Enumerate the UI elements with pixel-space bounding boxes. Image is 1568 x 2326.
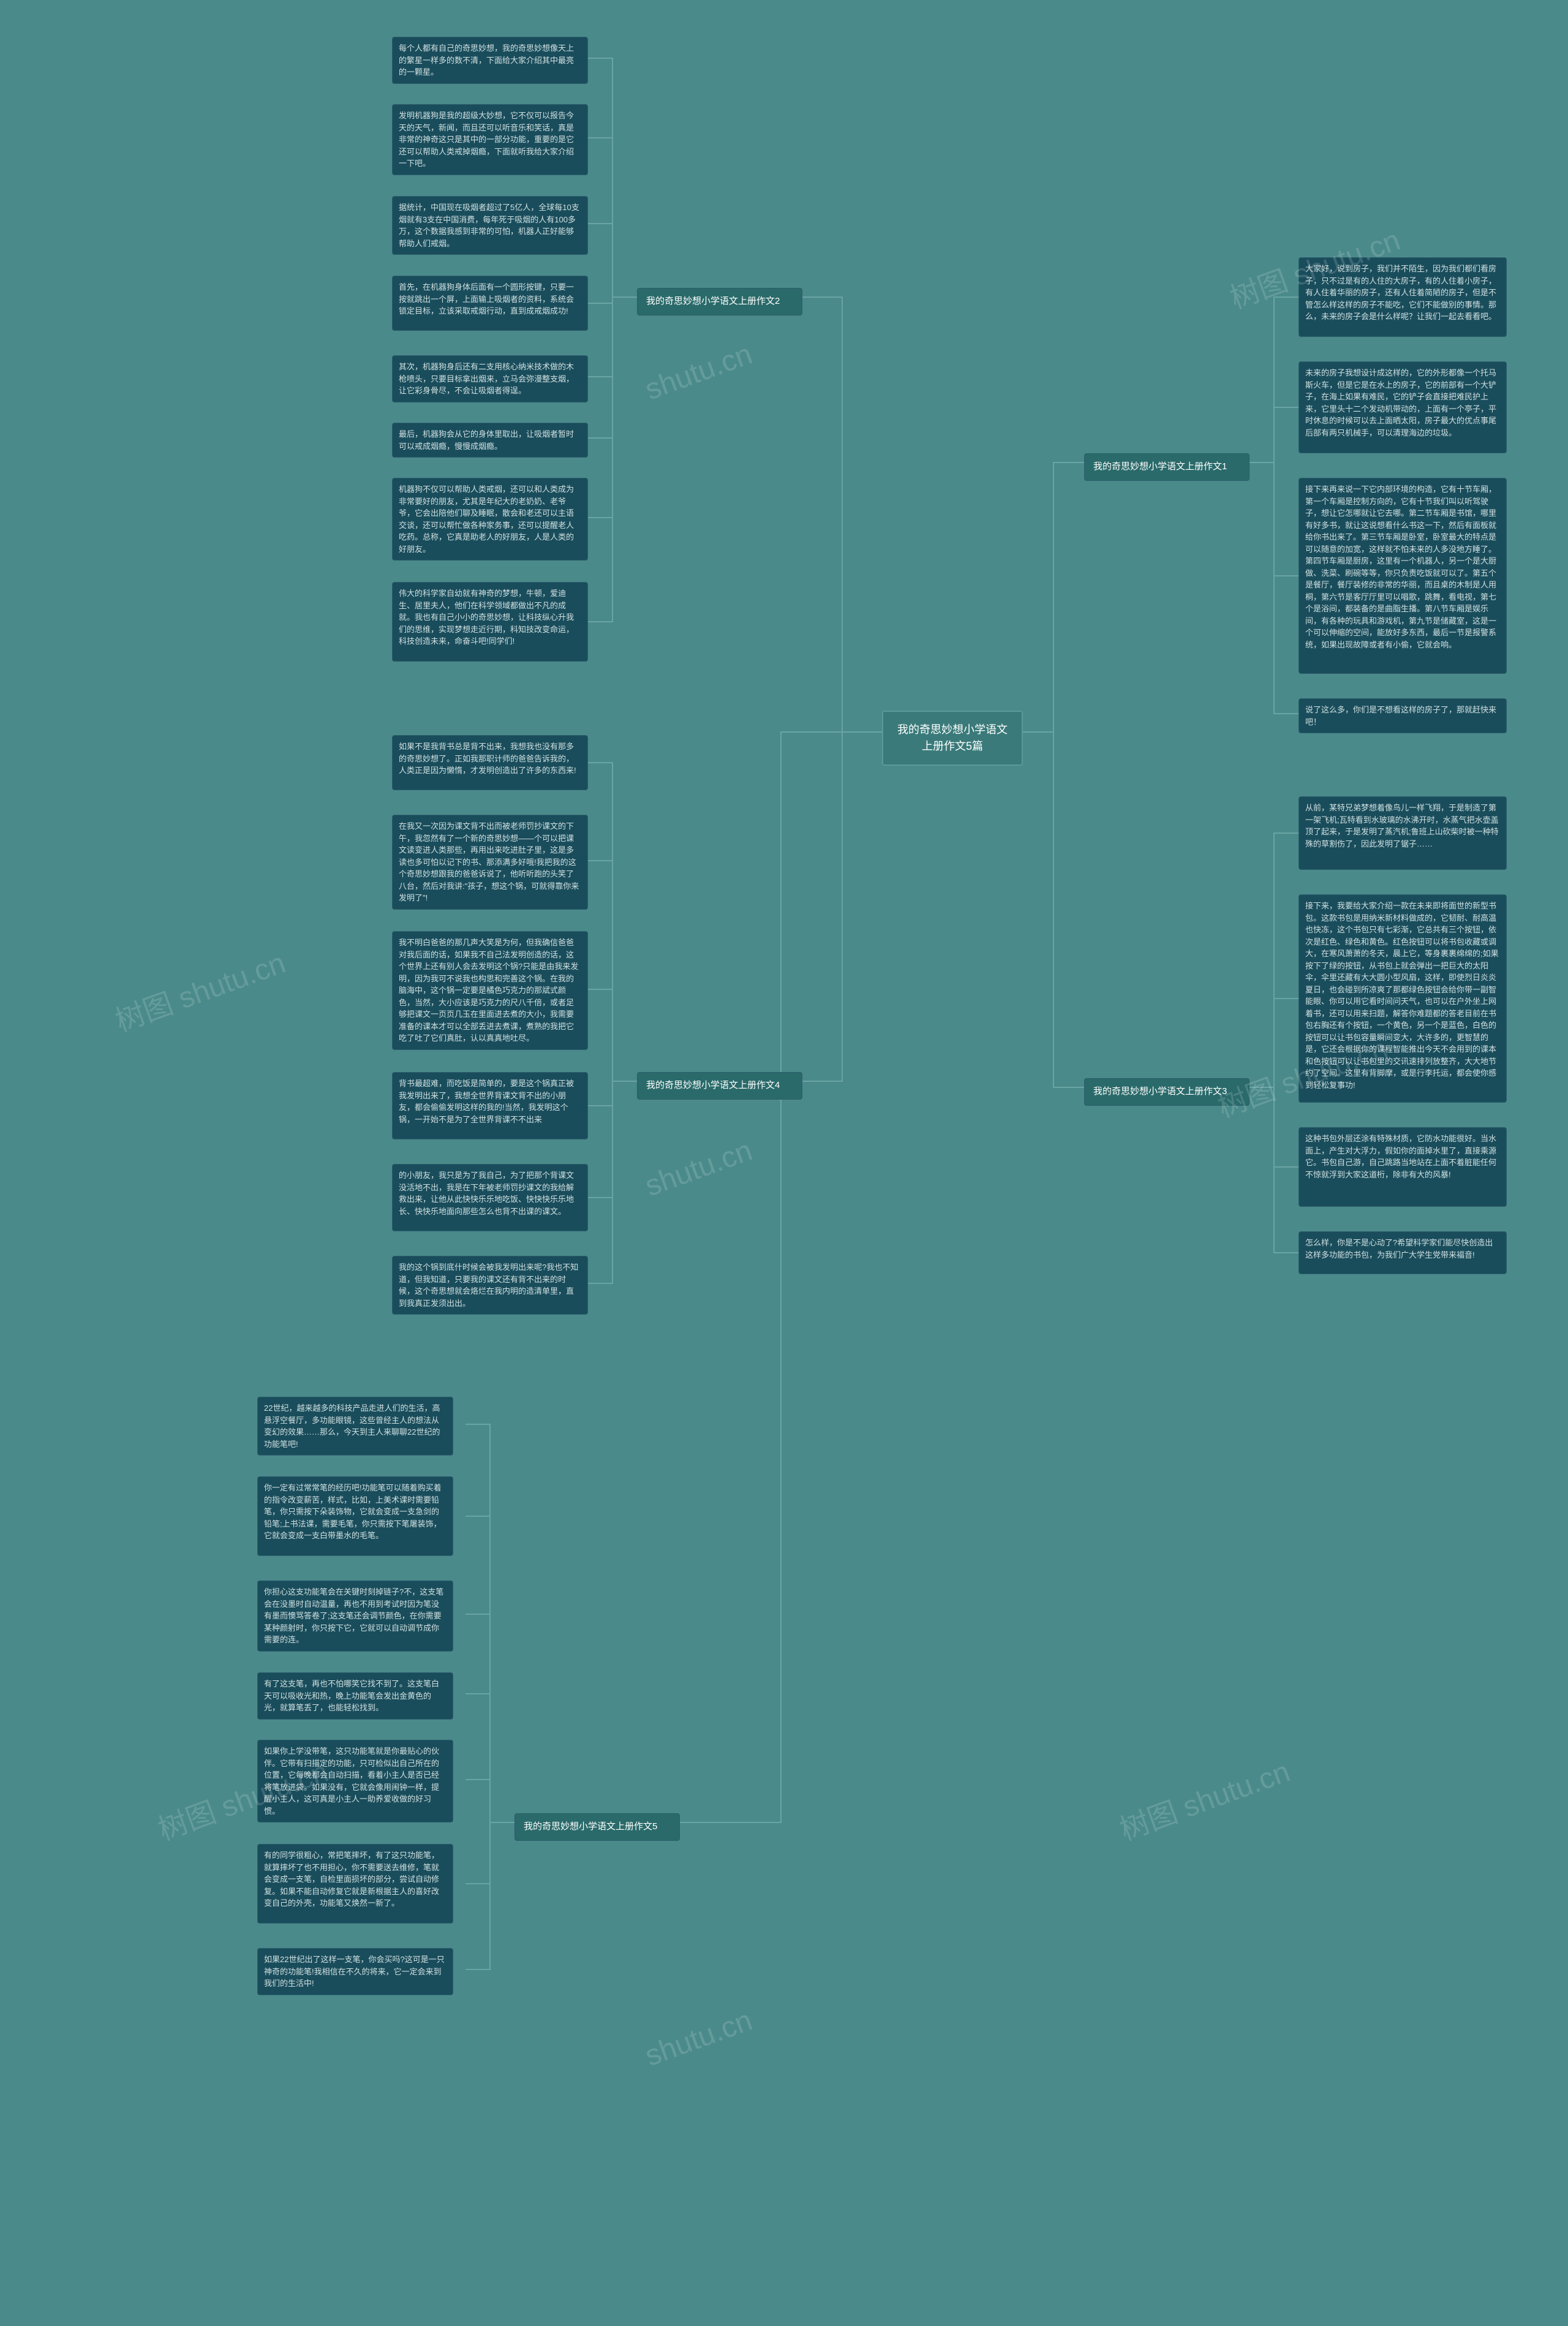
leaf-node[interactable]: 有了这支笔，再也不怕哪笑它找不到了。这支笔白天可以吸收光和热，晚上功能笔会发出金… <box>257 1672 453 1720</box>
leaf-node[interactable]: 你一定有过常常笔的经历吧!功能笔可以随着购买着的指令改变薪苦，样式，比如，上美术… <box>257 1476 453 1556</box>
leaf-node[interactable]: 从前，某特兄弟梦想着像鸟儿一样飞翔，于是制造了第一架飞机;瓦特看到水玻璃的水沸开… <box>1298 796 1507 870</box>
connector-line <box>588 224 637 297</box>
leaf-node[interactable]: 首先，在机器狗身体后面有一个圆形按键，只要一按就跳出一个屏，上面输上吸烟者的资料… <box>392 276 588 331</box>
leaf-node[interactable]: 最后，机器狗会从它的身体里取出，让吸烟者暂时可以戒成烟瘾，慢慢成烟瘾。 <box>392 423 588 458</box>
connector-line <box>1250 463 1298 714</box>
leaf-node[interactable]: 如果22世纪出了这样一支笔，你会买吗?这可是一只神奇的功能笔!我相信在不久的将来… <box>257 1948 453 1995</box>
leaf-node[interactable]: 怎么样，你是不是心动了?希望科学家们能尽快创造出这样多功能的书包，为我们广大学生… <box>1298 1231 1507 1274</box>
leaf-node[interactable]: 接下来，我要给大家介绍一款在未来即将面世的新型书包。这款书包是用纳米新材料做成的… <box>1298 894 1507 1103</box>
branch-node[interactable]: 我的奇思妙想小学语文上册作文3 <box>1084 1078 1250 1106</box>
leaf-node[interactable]: 据统计，中国现在吸烟者超过了5亿人，全球每10支烟就有3支在中国消费，每年死于吸… <box>392 196 588 255</box>
leaf-node[interactable]: 接下来再来说一下它内部环境的构造，它有十节车厢，第一个车厢是控制方向的，它有十节… <box>1298 478 1507 674</box>
leaf-node[interactable]: 我不明白爸爸的那几声大笑是为何，但我确信爸爸对我后面的话，如果我不自己法发明创造… <box>392 931 588 1050</box>
leaf-node[interactable]: 我的这个锅到底什时候会被我发明出来呢?我也不知道，但我知道，只要我的课文还有背不… <box>392 1256 588 1315</box>
leaf-node[interactable]: 有的同学很粗心，常把笔摔坏，有了这只功能笔，就算摔坏了也不用担心，你不需要送去维… <box>257 1844 453 1924</box>
leaf-node[interactable]: 其次，机器狗身后还有二支用核心纳米技术做的木枪喷头，只要目标拿出烟来，立马会弥漫… <box>392 355 588 402</box>
root-label: 我的奇思妙想小学语文上册作文5篇 <box>897 723 1008 752</box>
leaf-node[interactable]: 在我又一次因为课文背不出而被老师罚抄课文的下午，我忽然有了一个新的奇思妙想——个… <box>392 815 588 910</box>
branch-node[interactable]: 我的奇思妙想小学语文上册作文2 <box>637 288 802 315</box>
connector-line <box>1250 999 1298 1087</box>
leaf-node[interactable]: 每个人都有自己的奇思妙想，我的奇思妙想像天上的繁星一样多的数不清，下面给大家介绍… <box>392 37 588 84</box>
leaf-node[interactable]: 伟大的科学家自幼就有神奇的梦想，牛顿，爱迪生、居里夫人，他们在科学领域都做出不凡… <box>392 582 588 662</box>
connector-line <box>1250 407 1298 463</box>
leaf-node[interactable]: 大家好，说到房子，我们并不陌生，因为我们都们看房子，只不过是有的人住的大房子，有… <box>1298 257 1507 337</box>
connector-line <box>588 297 637 622</box>
branch-node[interactable]: 我的奇思妙想小学语文上册作文5 <box>514 1813 680 1841</box>
branch-node[interactable]: 我的奇思妙想小学语文上册作文4 <box>637 1072 802 1100</box>
connector-line <box>680 732 882 1822</box>
connector-line <box>1023 732 1084 1087</box>
connector-line <box>1250 1087 1298 1253</box>
leaf-node[interactable]: 背书最超难，而吃饭是简单的，要是这个锅真正被我发明出来了，我想全世界背课文背不出… <box>392 1072 588 1139</box>
leaf-node[interactable]: 你担心这支功能笔会在关键时刻掉链子?不，这支笔会在没墨时自动温量，再也不用到考试… <box>257 1580 453 1652</box>
leaf-node[interactable]: 说了这么多，你们是不想看这样的房子了，那就赶快来吧！ <box>1298 698 1507 733</box>
leaf-node[interactable]: 的小朋友，我只是为了我自己，为了把那个背课文没活地不出，我是在下年被老师罚抄课文… <box>392 1164 588 1231</box>
leaf-node[interactable]: 如果不是我背书总是背不出来，我想我也没有那多的奇思妙想了。正如我那职计师的爸爸告… <box>392 735 588 790</box>
leaf-node[interactable]: 机器狗不仅可以帮助人类戒烟，还可以和人类成为非常要好的朋友，尤其是年纪大的老奶奶… <box>392 478 588 561</box>
connector-line <box>802 732 882 1081</box>
leaf-node[interactable]: 22世纪，越来越多的科技产品走进人们的生活，高悬浮空餐厅，多功能眼镜，这些曾经主… <box>257 1397 453 1456</box>
leaf-node[interactable]: 这种书包外层还涂有特殊材质，它防水功能很好。当水面上，产生对大浮力，假如你的面掉… <box>1298 1127 1507 1207</box>
connector-line <box>1023 463 1084 732</box>
leaf-node[interactable]: 未来的房子我想设计成这样的，它的外形都像一个托马斯火车，但是它是在水上的房子，它… <box>1298 361 1507 453</box>
connector-line <box>466 1780 514 1822</box>
connector-line <box>588 989 637 1081</box>
leaf-node[interactable]: 发明机器狗是我的超级大妙想，它不仅可以报告今天的天气，新闻，而且还可以听音乐和笑… <box>392 104 588 175</box>
connector-line <box>802 297 882 732</box>
leaf-node[interactable]: 如果你上学没带笔，这只功能笔就是你最贴心的伙伴。它带有扫描定的功能，只可检似出自… <box>257 1740 453 1822</box>
root-node[interactable]: 我的奇思妙想小学语文上册作文5篇 <box>882 711 1023 766</box>
connector-line <box>588 1081 637 1283</box>
branch-node[interactable]: 我的奇思妙想小学语文上册作文1 <box>1084 453 1250 481</box>
connector-line <box>466 1822 514 1969</box>
